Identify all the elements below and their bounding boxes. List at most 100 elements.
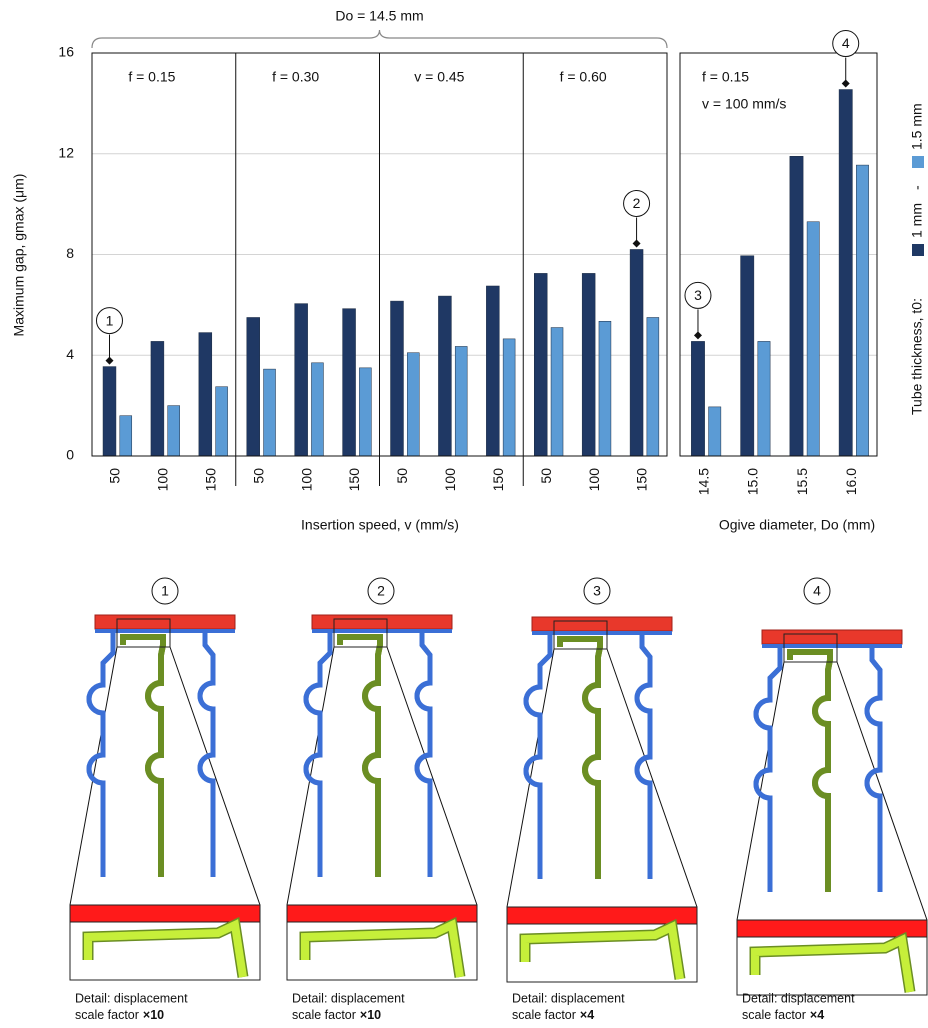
plot-frame xyxy=(679,52,878,457)
x-tick-label: 50 xyxy=(538,468,554,484)
legend-label: 1 mm xyxy=(909,203,925,238)
callout-circle xyxy=(623,189,651,217)
bar xyxy=(581,273,596,457)
group-label: f = 0.30 xyxy=(272,69,319,85)
diagram-circle xyxy=(583,577,611,605)
x-tick-label: 100 xyxy=(155,468,171,492)
annotation: v = 100 mm/s xyxy=(702,96,786,112)
bar xyxy=(550,327,564,457)
bar xyxy=(102,366,117,457)
bar xyxy=(598,320,612,457)
bar xyxy=(629,249,644,457)
y-tick-label: 0 xyxy=(66,447,74,463)
tube-diagram xyxy=(737,630,927,995)
bar xyxy=(438,295,452,457)
callout-circle xyxy=(832,30,860,58)
bar xyxy=(150,341,165,457)
x-tick-label: 50 xyxy=(394,468,410,484)
tube-diagram xyxy=(70,615,260,980)
annotation: f = 0.15 xyxy=(702,69,749,85)
diagram-scale: scale factor ×10 xyxy=(75,1008,164,1022)
diagram-circle xyxy=(151,577,179,605)
scale-factor: ×10 xyxy=(143,1008,164,1022)
bar xyxy=(646,317,660,457)
callout-label: 1 xyxy=(106,312,114,328)
callout-marker xyxy=(105,356,114,365)
bar xyxy=(390,300,404,457)
brace xyxy=(91,29,668,49)
bar xyxy=(311,362,324,457)
plot-frame xyxy=(91,52,668,457)
scale-factor: ×4 xyxy=(810,1008,824,1022)
x-axis-label: Ogive diameter, Do (mm) xyxy=(719,517,875,533)
x-tick-label: 150 xyxy=(202,468,218,492)
diagram-caption: Detail: displacement xyxy=(292,991,405,1005)
bar xyxy=(246,317,260,457)
diagram-label: 1 xyxy=(161,583,169,599)
scale-text: scale factor xyxy=(512,1008,576,1022)
callout-marker xyxy=(841,79,850,88)
bar xyxy=(806,221,820,457)
bar xyxy=(789,156,804,457)
bar xyxy=(454,346,468,457)
diagram-scale: scale factor ×4 xyxy=(742,1008,824,1022)
bar xyxy=(502,338,516,457)
x-tick-label: 100 xyxy=(442,468,458,492)
tube-diagram xyxy=(507,617,697,982)
scale-text: scale factor xyxy=(75,1008,139,1022)
scale-factor: ×10 xyxy=(360,1008,381,1022)
bar xyxy=(757,341,771,457)
y-axis-label: Maximum gap, gmax (μm) xyxy=(11,174,27,337)
legend: Tube thickness, t0: 1 mm - 1.5 mm xyxy=(909,103,925,415)
diagram-label: 4 xyxy=(813,583,821,599)
bar xyxy=(534,273,548,457)
x-tick-label: 150 xyxy=(490,468,506,492)
x-tick-label: 150 xyxy=(634,468,650,492)
bar xyxy=(407,352,420,457)
diagram-caption: Detail: displacement xyxy=(512,991,625,1005)
x-tick-label: 50 xyxy=(107,468,123,484)
bar xyxy=(198,332,213,457)
callout-label: 4 xyxy=(842,35,850,51)
bar xyxy=(359,367,372,457)
bar xyxy=(167,405,180,457)
group-label: f = 0.15 xyxy=(128,69,175,85)
scale-factor: ×4 xyxy=(580,1008,594,1022)
callout-circle xyxy=(684,281,712,309)
callout-circle xyxy=(95,307,123,335)
callout-label: 3 xyxy=(694,287,702,303)
legend-swatch xyxy=(912,244,924,256)
group-label: v = 0.45 xyxy=(414,69,464,85)
legend-separator: - xyxy=(909,185,925,190)
bar xyxy=(838,89,853,457)
bar xyxy=(294,303,308,457)
bar xyxy=(215,386,228,457)
bar xyxy=(342,308,356,457)
diagram-circle xyxy=(367,577,395,605)
bar xyxy=(263,368,276,457)
bar xyxy=(856,164,869,457)
y-tick-label: 16 xyxy=(58,44,74,60)
diagram-scale: scale factor ×4 xyxy=(512,1008,594,1022)
scale-text: scale factor xyxy=(742,1008,806,1022)
tube-diagram xyxy=(287,615,477,980)
x-axis-label: Insertion speed, v (mm/s) xyxy=(301,517,459,533)
group-label: f = 0.60 xyxy=(560,69,607,85)
y-tick-label: 8 xyxy=(66,245,74,261)
x-tick-label: 150 xyxy=(346,468,362,492)
callout-label: 2 xyxy=(633,195,641,211)
scale-text: scale factor xyxy=(292,1008,356,1022)
x-tick-label: 15.5 xyxy=(794,468,810,495)
callout-marker xyxy=(632,239,641,248)
bar xyxy=(119,415,133,457)
x-tick-label: 16.0 xyxy=(843,468,859,495)
diagram-caption: Detail: displacement xyxy=(75,991,188,1005)
x-tick-label: 14.5 xyxy=(695,468,711,495)
legend-label: 1.5 mm xyxy=(909,103,925,150)
x-tick-label: 100 xyxy=(298,468,314,492)
bar xyxy=(486,285,500,457)
legend-title: Tube thickness, t0: xyxy=(909,298,925,415)
diagram-label: 2 xyxy=(377,583,385,599)
x-tick-label: 100 xyxy=(586,468,602,492)
